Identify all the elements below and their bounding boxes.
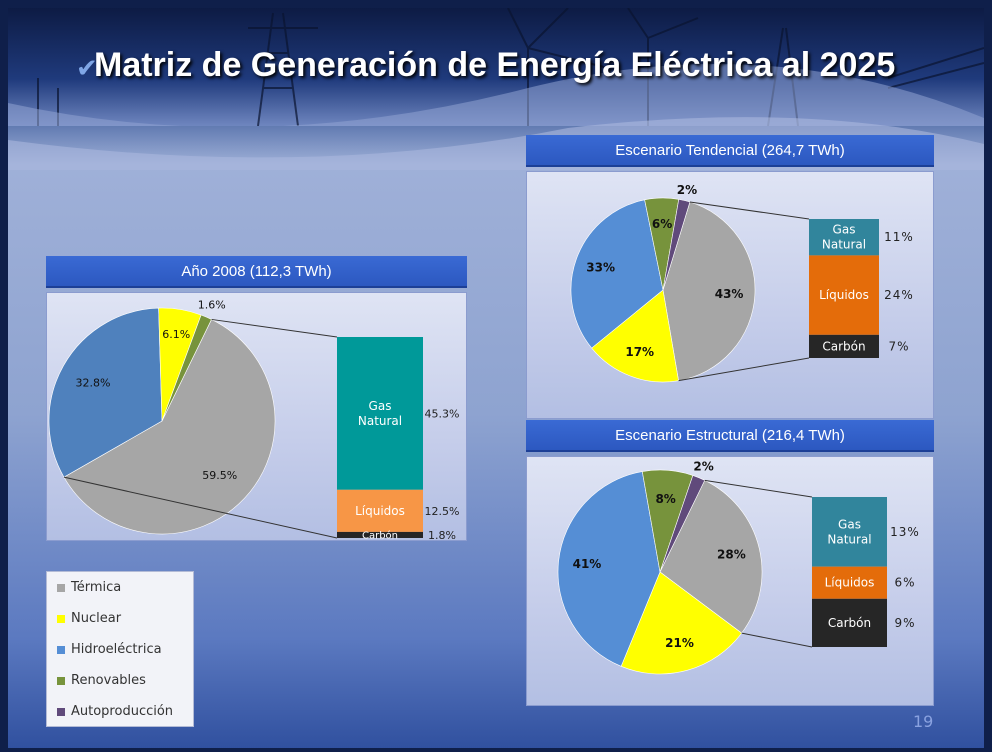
- breakdown-label: Natural: [822, 238, 866, 252]
- slice-label: 8%: [655, 492, 675, 506]
- legend: Térmica Nuclear Hidroeléctrica Renovable…: [46, 571, 194, 727]
- breakdown-label: Líquidos: [825, 576, 875, 590]
- chart-estructural-header: Escenario Estructural (216,4 TWh): [526, 420, 934, 452]
- breakdown-percent: 9%: [894, 616, 915, 630]
- page-number-text: 19: [913, 712, 934, 731]
- breakdown-percent: 11%: [884, 230, 914, 244]
- slice-label: 1.6%: [198, 299, 226, 312]
- pie-slice-autoproduccin: [659, 475, 706, 573]
- chart-2008-panel: 59.5% 32.8% 6.1% 1.6% Gas Natural 45.3% Líquido…: [46, 292, 467, 542]
- title-banner: ✔ Matriz de Generación de Energía Eléctr…: [8, 8, 984, 126]
- page-number: 19: [913, 712, 933, 732]
- chart-estructural-title: Escenario Estructural (216,4 TWh): [615, 426, 845, 444]
- breakdown-percent: 7%: [888, 339, 909, 353]
- connector-line: [704, 479, 813, 498]
- breakdown-percent: 1.8%: [428, 529, 456, 542]
- breakdown-label: Carbón: [822, 339, 865, 353]
- legend-swatch: [57, 645, 65, 654]
- connector-line: [211, 318, 338, 338]
- legend-item-nuclear: Nuclear: [57, 611, 121, 626]
- breakdown-label: Gas: [833, 223, 856, 237]
- chart-tendencial-title: Escenario Tendencial (264,7 TWh): [615, 141, 845, 159]
- connector-line: [741, 632, 813, 648]
- pie-slice-hidroelctrica: [48, 307, 163, 478]
- connector-line: [678, 357, 810, 382]
- legend-item-autoproduccion: Autoproducción: [57, 704, 173, 719]
- breakdown-segment-lquidos: [809, 255, 879, 335]
- slice-label: 2%: [677, 183, 697, 197]
- chart-tendencial-header: Escenario Tendencial (264,7 TWh): [526, 135, 934, 167]
- breakdown-percent: 24%: [884, 288, 914, 302]
- breakdown-label: Natural: [827, 532, 871, 546]
- pie-slice-trmica: [63, 319, 276, 535]
- pie-slice-hidroelctrica: [570, 199, 664, 349]
- breakdown-label: Gas: [838, 517, 861, 531]
- chart-2008-header: Año 2008 (112,3 TWh): [46, 256, 467, 288]
- pie-slice-autoproduccin: [662, 199, 691, 291]
- slice-label: 2%: [693, 459, 713, 473]
- breakdown-percent: 12.5%: [425, 505, 460, 518]
- slice-label: 21%: [665, 636, 694, 650]
- breakdown-label: Líquidos: [819, 288, 869, 302]
- slice-label: 33%: [586, 261, 615, 275]
- slice-label: 17%: [625, 345, 654, 359]
- pie-slice-renovables: [161, 314, 212, 422]
- slice-label: 6%: [652, 217, 672, 231]
- pie-slice-nuclear: [620, 571, 743, 675]
- slice-label: 6.1%: [162, 328, 190, 341]
- connector-line: [63, 476, 338, 539]
- legend-swatch: [57, 583, 65, 592]
- chart-estructural-panel: 28% 21% 41% 8% 2% Gas Natural 13% Líquidos 6% Carb…: [526, 456, 934, 706]
- legend-swatch: [57, 614, 65, 623]
- pie-slice-hidroelctrica: [557, 471, 661, 667]
- breakdown-segment-gasnatural: [809, 219, 879, 256]
- breakdown-segment-lquidos: [337, 489, 423, 532]
- legend-swatch: [57, 676, 65, 685]
- legend-item-termica: Térmica: [57, 580, 121, 595]
- breakdown-segment-gasnatural: [812, 497, 887, 567]
- connector-line: [689, 201, 810, 220]
- legend-label: Autoproducción: [71, 704, 174, 719]
- slice-label: 59.5%: [202, 469, 237, 482]
- slice-label: 41%: [573, 557, 602, 571]
- breakdown-segment-gasnatural: [337, 337, 423, 490]
- breakdown-label: Natural: [358, 414, 402, 428]
- checkmark-icon: ✔: [76, 54, 98, 84]
- legend-item-renovables: Renovables: [57, 673, 146, 688]
- breakdown-percent: 13%: [890, 525, 920, 539]
- breakdown-label: Gas: [369, 399, 392, 413]
- legend-label: Nuclear: [71, 611, 122, 626]
- page-title: Matriz de Generación de Energía Eléctric…: [94, 46, 896, 84]
- slice-label: 32.8%: [76, 376, 111, 389]
- chart-2008-title: Año 2008 (112,3 TWh): [181, 262, 332, 280]
- legend-label: Renovables: [71, 673, 146, 688]
- pie-slice-nuclear: [591, 289, 679, 383]
- breakdown-percent: 45.3%: [425, 407, 460, 420]
- breakdown-label: Carbón: [828, 616, 871, 630]
- legend-label: Térmica: [71, 580, 122, 595]
- slice-label: 43%: [715, 287, 744, 301]
- legend-swatch: [57, 707, 65, 716]
- pie-slice-trmica: [662, 201, 756, 382]
- slice-label: 28%: [717, 548, 746, 562]
- breakdown-percent: 6%: [894, 576, 915, 590]
- breakdown-label: Carbón: [362, 529, 398, 541]
- banner-skyline-graphic: [8, 8, 984, 126]
- breakdown-segment-carbn: [812, 598, 887, 647]
- legend-label: Hidroeléctrica: [71, 642, 162, 657]
- breakdown-label: Líquidos: [355, 504, 405, 518]
- breakdown-segment-carbn: [809, 334, 879, 358]
- legend-item-hidroelectrica: Hidroeléctrica: [57, 642, 162, 657]
- breakdown-segment-carbn: [337, 531, 423, 538]
- pie-slice-trmica: [659, 479, 763, 634]
- chart-tendencial-panel: 43% 17% 33% 6% 2% Gas Natural 11% Líquidos 24% Car…: [526, 171, 934, 419]
- breakdown-segment-lquidos: [812, 566, 887, 599]
